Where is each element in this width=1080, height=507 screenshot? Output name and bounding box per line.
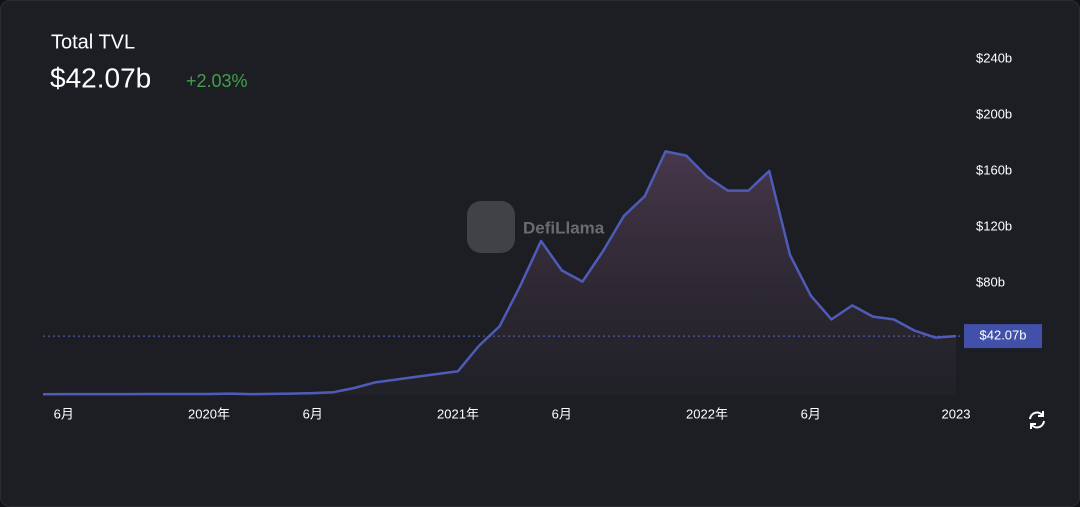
y-tick-label: $240b (976, 50, 1012, 65)
area (43, 151, 956, 395)
line (42, 150, 957, 396)
current-value: $42.07b (50, 62, 151, 93)
x-tick-label: 6月 (801, 406, 821, 421)
current-value-tag (964, 324, 1042, 349)
y-tick-label: $160b (976, 162, 1012, 177)
x-tick-label: 2021年 (437, 406, 479, 421)
x-tick-label: 6月 (303, 406, 323, 421)
current-value-tag-label: $42.07b (980, 328, 1027, 343)
watermark: DefiLlama (523, 218, 605, 237)
chart-title: Total TVL (51, 31, 135, 53)
y-tick-label: $80b (976, 274, 1005, 289)
watermark-logo (467, 201, 515, 253)
x-tick-label: 6月 (552, 406, 572, 421)
change: +2.03% (186, 71, 248, 91)
refresh-icon[interactable] (1029, 411, 1045, 429)
x-tick-label: 2022年 (686, 406, 728, 421)
x-tick-label: 2023 (942, 406, 971, 421)
y-tick-label: $200b (976, 106, 1012, 121)
y-tick-label: $120b (976, 218, 1012, 233)
x-tick-label: 2020年 (188, 406, 230, 421)
x-tick-label: 6月 (54, 406, 74, 421)
